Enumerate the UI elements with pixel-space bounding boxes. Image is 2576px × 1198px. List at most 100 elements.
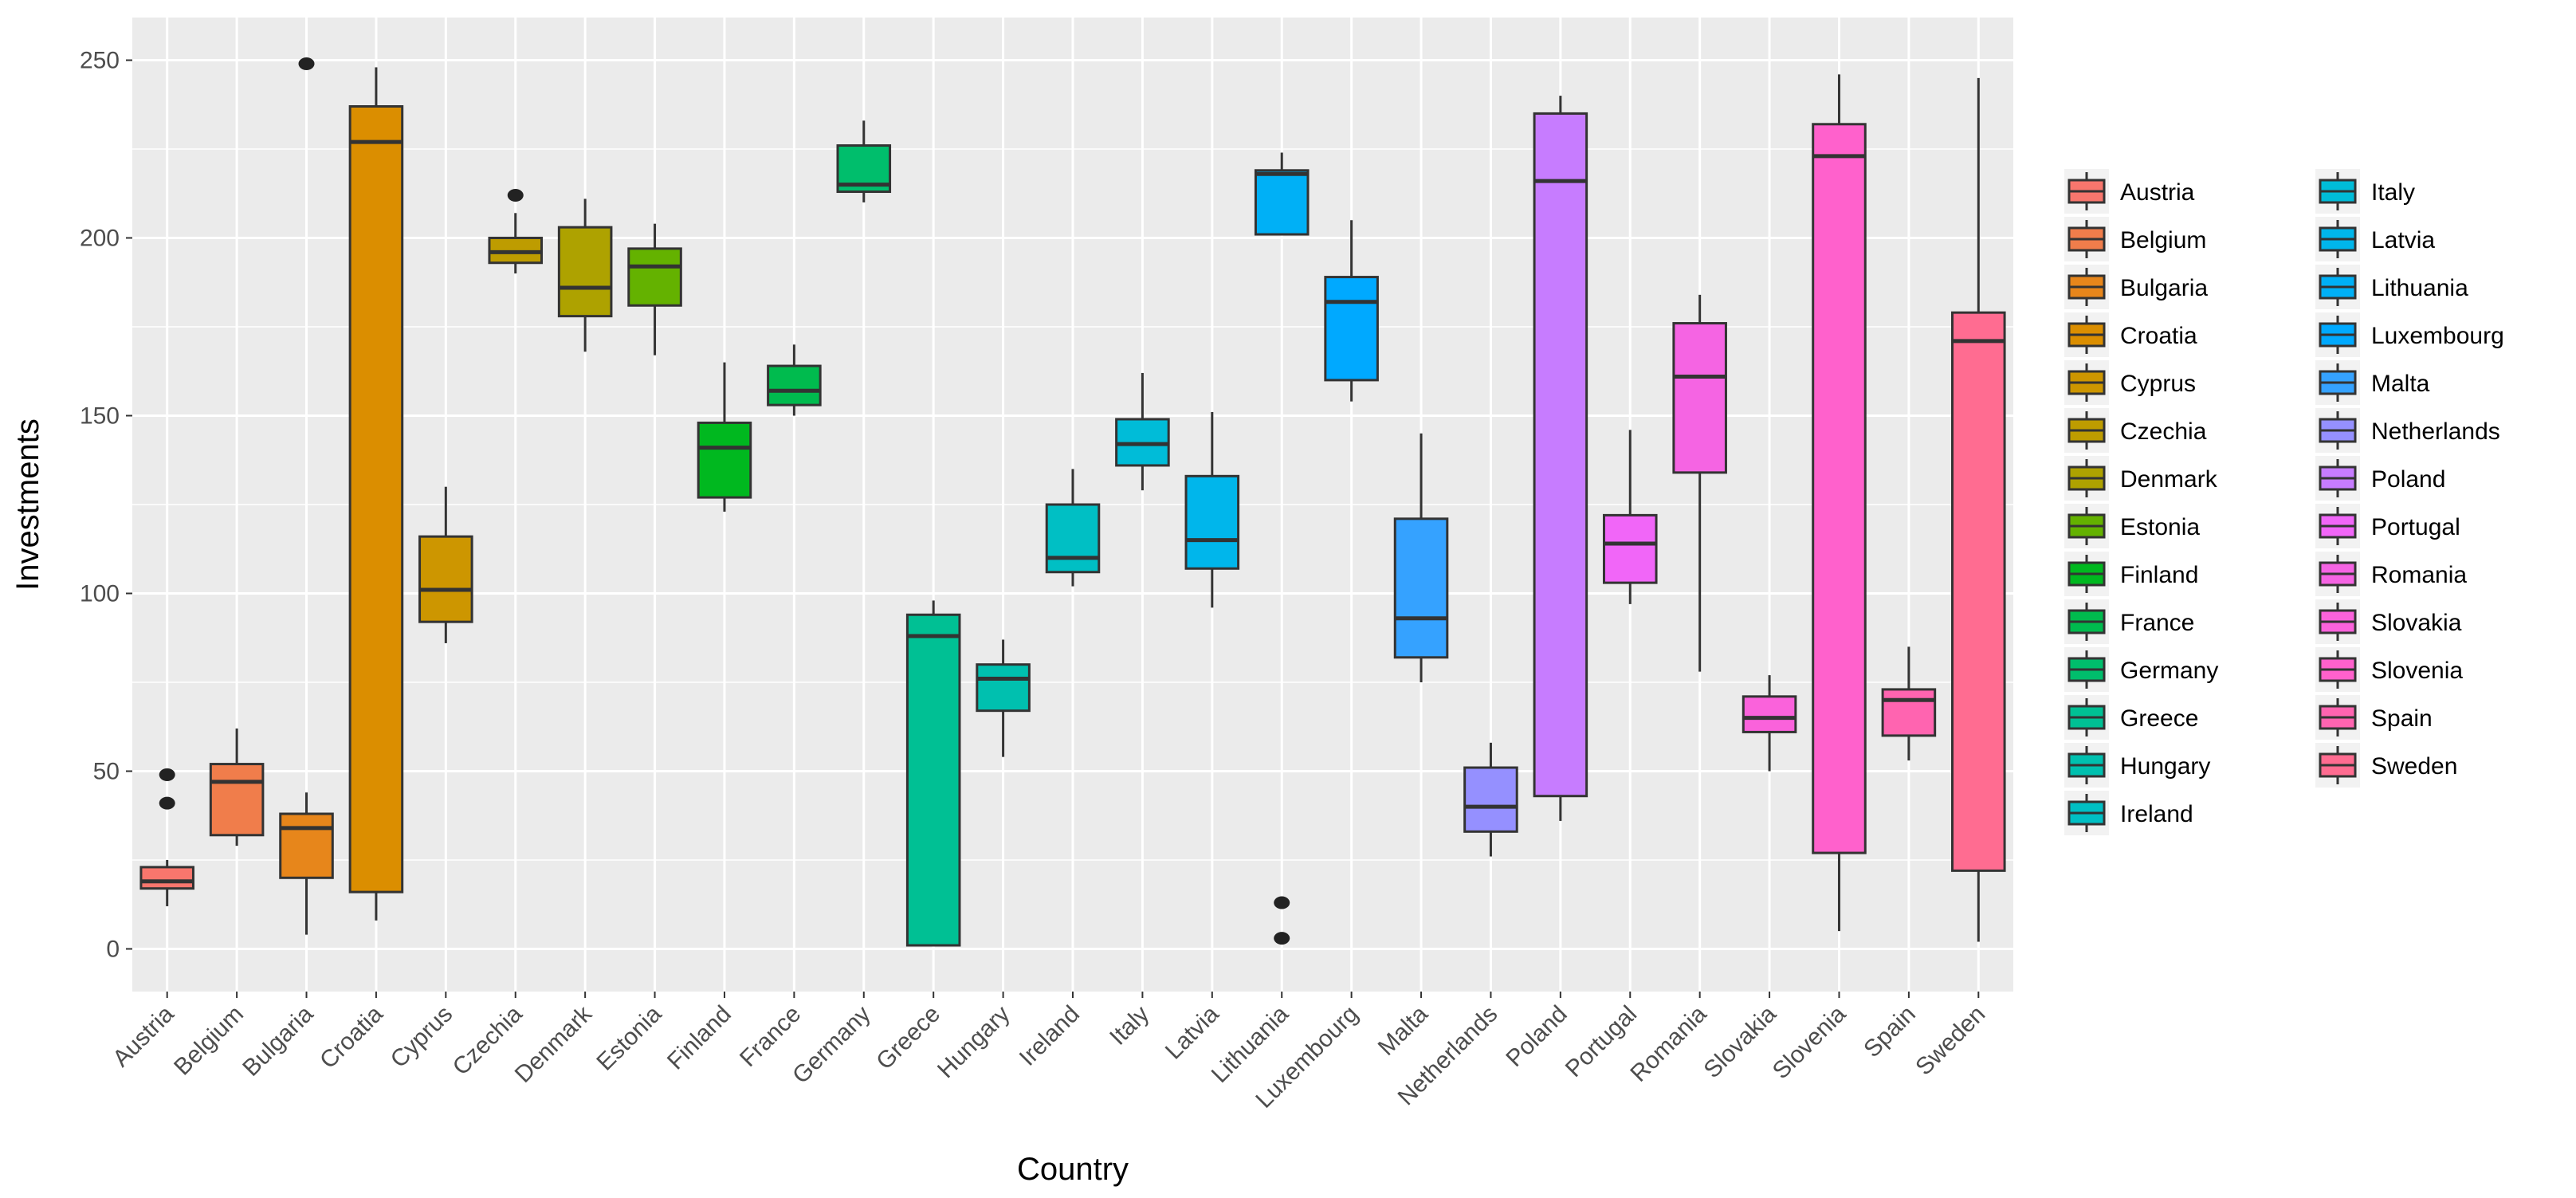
- box-belgium: [209, 728, 265, 846]
- box-netherlands: [1463, 742, 1518, 857]
- legend-item-portugal: Portugal: [2315, 504, 2460, 548]
- box-luxembourg: [1324, 220, 1379, 402]
- y-tick-label: 250: [80, 48, 120, 74]
- legend-label: Ireland: [2120, 801, 2193, 827]
- legend-item-lithuania: Lithuania: [2315, 265, 2468, 309]
- legend-label: Romania: [2371, 562, 2467, 588]
- x-tick-label: Slovenia: [1768, 1000, 1852, 1084]
- legend-label: Luxembourg: [2371, 323, 2504, 349]
- y-tick-label: 0: [106, 936, 120, 962]
- legend-label: Spain: [2371, 705, 2433, 732]
- legend-label: Netherlands: [2371, 418, 2500, 445]
- legend-label: Cyprus: [2120, 371, 2196, 397]
- legend-label: Austria: [2120, 179, 2195, 206]
- legend-label: France: [2120, 610, 2194, 636]
- legend-item-luxembourg: Luxembourg: [2315, 312, 2504, 357]
- legend-label: Croatia: [2120, 323, 2197, 349]
- x-axis: AustriaBelgiumBulgariaCroatiaCyprusCzech…: [108, 992, 1990, 1114]
- legend-item-ireland: Ireland: [2064, 791, 2193, 835]
- legend-item-spain: Spain: [2315, 695, 2433, 740]
- x-tick-label: Croatia: [315, 1000, 388, 1074]
- legend-item-sweden: Sweden: [2315, 743, 2457, 788]
- x-tick-label: Belgium: [169, 1001, 249, 1081]
- box-iqr: [1951, 311, 2006, 872]
- x-tick-label: France: [735, 1001, 806, 1072]
- box-cyprus: [418, 486, 473, 643]
- legend-item-germany: Germany: [2064, 647, 2218, 692]
- x-tick-label: Finland: [662, 1001, 736, 1075]
- x-axis-title: Country: [1017, 1152, 1129, 1187]
- legend-item-malta: Malta: [2315, 360, 2430, 405]
- legend-item-belgium: Belgium: [2064, 217, 2206, 261]
- legend-label: Slovakia: [2371, 610, 2462, 636]
- outlier-point: [159, 796, 175, 810]
- box-croatia: [348, 67, 404, 921]
- box-finland: [697, 362, 752, 512]
- x-tick-label: Latvia: [1160, 1000, 1224, 1064]
- legend-label: Czechia: [2120, 418, 2207, 445]
- box-czechia: [488, 188, 544, 274]
- x-tick-label: Malta: [1373, 1000, 1433, 1060]
- y-tick-label: 150: [80, 403, 120, 430]
- legend-label: Hungary: [2120, 753, 2210, 780]
- legend-label: Slovenia: [2371, 658, 2463, 684]
- box-lithuania: [1254, 152, 1310, 945]
- legend-label: Italy: [2371, 179, 2415, 206]
- box-iqr: [1602, 513, 1658, 584]
- legend-item-slovenia: Slovenia: [2315, 647, 2463, 692]
- legend-item-denmark: Denmark: [2064, 456, 2218, 501]
- box-iqr: [1812, 123, 1867, 854]
- y-tick-label: 50: [93, 758, 120, 784]
- box-iqr: [976, 663, 1031, 713]
- legend-label: Estonia: [2120, 514, 2200, 540]
- legend-item-hungary: Hungary: [2064, 743, 2210, 788]
- legend-item-bulgaria: Bulgaria: [2064, 265, 2208, 309]
- legend-label: Poland: [2371, 466, 2445, 493]
- box-iqr: [348, 104, 404, 894]
- box-portugal: [1602, 430, 1658, 604]
- box-iqr: [1184, 474, 1240, 570]
- box-bulgaria: [279, 57, 334, 935]
- box-iqr: [1463, 766, 1518, 833]
- box-iqr: [1672, 322, 1727, 474]
- box-malta: [1393, 433, 1449, 682]
- box-sweden: [1951, 77, 2006, 942]
- boxes: [139, 57, 2006, 947]
- box-estonia: [627, 223, 682, 355]
- legend-item-czechia: Czechia: [2064, 408, 2207, 453]
- box-iqr: [1881, 688, 1937, 737]
- box-austria: [139, 768, 194, 906]
- box-iqr: [1324, 276, 1379, 382]
- legend-item-italy: Italy: [2315, 169, 2415, 214]
- x-tick-label: Sweden: [1910, 1001, 1990, 1081]
- y-tick-label: 200: [80, 226, 120, 252]
- box-romania: [1672, 294, 1727, 672]
- legend-label: Latvia: [2371, 227, 2435, 253]
- legend-item-greece: Greece: [2064, 695, 2198, 740]
- legend-label: Belgium: [2120, 227, 2206, 253]
- box-iqr: [139, 866, 194, 890]
- legend-item-austria: Austria: [2064, 169, 2195, 214]
- x-tick-label: Spain: [1859, 1001, 1921, 1063]
- box-iqr: [1533, 112, 1588, 798]
- box-iqr: [557, 226, 613, 318]
- outlier-point: [298, 57, 315, 70]
- box-iqr: [905, 613, 961, 947]
- legend-item-france: France: [2064, 599, 2194, 644]
- box-slovakia: [1742, 675, 1797, 772]
- box-italy: [1115, 372, 1170, 491]
- box-iqr: [209, 763, 265, 837]
- box-iqr: [279, 812, 334, 879]
- legend-label: Sweden: [2371, 753, 2457, 780]
- x-tick-label: Ireland: [1015, 1001, 1085, 1071]
- legend-label: Bulgaria: [2120, 275, 2208, 301]
- legend-label: Lithuania: [2371, 275, 2468, 301]
- y-axis-title: Investments: [10, 418, 45, 591]
- box-iqr: [767, 364, 822, 407]
- legend-item-croatia: Croatia: [2064, 312, 2197, 357]
- legend-item-netherlands: Netherlands: [2315, 408, 2500, 453]
- x-tick-label: Poland: [1501, 1001, 1572, 1072]
- box-spain: [1881, 646, 1937, 761]
- box-hungary: [976, 639, 1031, 757]
- x-tick-label: Romania: [1625, 1000, 1711, 1086]
